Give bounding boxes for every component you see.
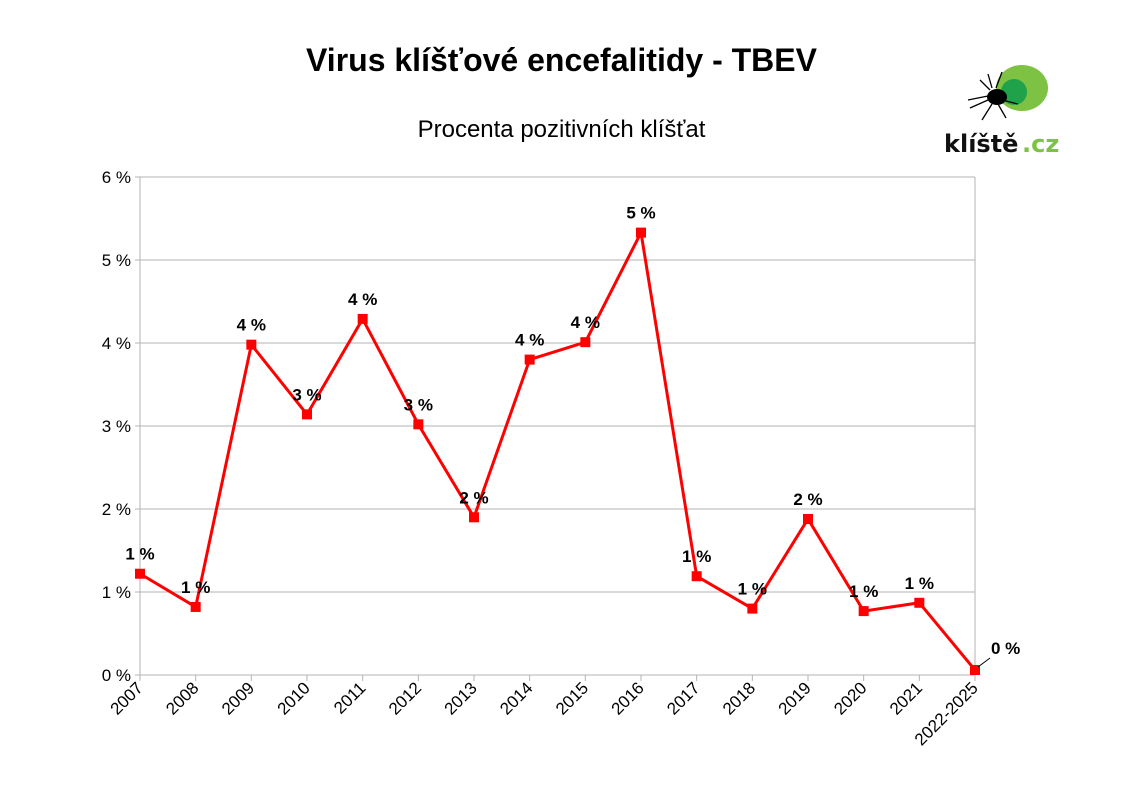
tick-body [987, 89, 1007, 105]
data-point [580, 337, 591, 348]
data-point [357, 313, 368, 324]
x-tick-label: 2018 [719, 678, 759, 718]
logo-text: klíště [944, 130, 1018, 158]
data-label: 4 % [237, 316, 266, 335]
data-label: 4 % [515, 331, 544, 350]
x-tick-label: 2012 [385, 678, 425, 718]
data-point [302, 409, 312, 420]
y-tick-label: 3 % [102, 417, 131, 436]
data-label: 2 % [459, 488, 488, 507]
y-tick-label: 5 % [102, 251, 131, 270]
x-tick-label: 2013 [441, 678, 481, 718]
x-tick-label: 2011 [330, 678, 369, 717]
data-label-leader [977, 657, 991, 668]
data-label: 1 % [738, 580, 767, 599]
x-tick-label: 2019 [775, 678, 815, 718]
x-tick-label: 2015 [552, 678, 592, 718]
x-tick-label: 2008 [162, 678, 202, 718]
logo-tld: .cz [1022, 130, 1059, 158]
data-point [135, 568, 145, 579]
chart-title: Virus klíšťové encefalitidy - TBEV [306, 42, 817, 78]
data-label: 1 % [905, 574, 934, 593]
data-point [858, 606, 869, 617]
series-line [139, 231, 977, 671]
kliste-logo: klíště .cz [944, 65, 1059, 158]
logo-leaf-dark [1001, 79, 1027, 105]
data-point [747, 603, 758, 614]
data-label: 3 % [404, 395, 433, 414]
data-point [914, 597, 925, 608]
x-tick-label: 2017 [663, 678, 703, 718]
data-label: 5 % [626, 204, 655, 223]
data-label: 1 % [682, 547, 711, 566]
chart-subtitle: Procenta pozitivních klíšťat [417, 116, 706, 143]
y-tick-label: 0 % [102, 666, 131, 685]
x-tick-label: 2021 [886, 678, 926, 718]
y-tick-label: 6 % [102, 168, 131, 187]
x-tick-label: 2020 [830, 678, 870, 718]
data-point [970, 665, 980, 676]
data-point [524, 354, 535, 365]
data-label: 1 % [181, 578, 210, 597]
data-point [803, 513, 813, 524]
x-tick-label: 2010 [274, 678, 314, 718]
data-point [413, 419, 424, 430]
data-label: 0 % [991, 639, 1020, 658]
y-tick-label: 1 % [102, 583, 131, 602]
data-label: 1 % [849, 582, 878, 601]
x-tick-label: 2009 [218, 678, 258, 718]
data-label: 4 % [571, 313, 600, 332]
tick-icon [967, 71, 1019, 121]
y-tick-label: 2 % [102, 500, 131, 519]
data-point [469, 512, 479, 523]
data-point [691, 571, 702, 582]
data-point [190, 601, 201, 612]
data-point [246, 339, 257, 350]
x-tick-label: 2016 [608, 678, 648, 718]
data-label: 2 % [793, 490, 822, 509]
data-label: 4 % [348, 290, 377, 309]
data-label: 1 % [125, 545, 154, 564]
data-point [636, 227, 646, 238]
data-label: 3 % [292, 385, 321, 404]
x-tick-label: 2014 [496, 678, 536, 718]
y-tick-label: 4 % [102, 334, 131, 353]
